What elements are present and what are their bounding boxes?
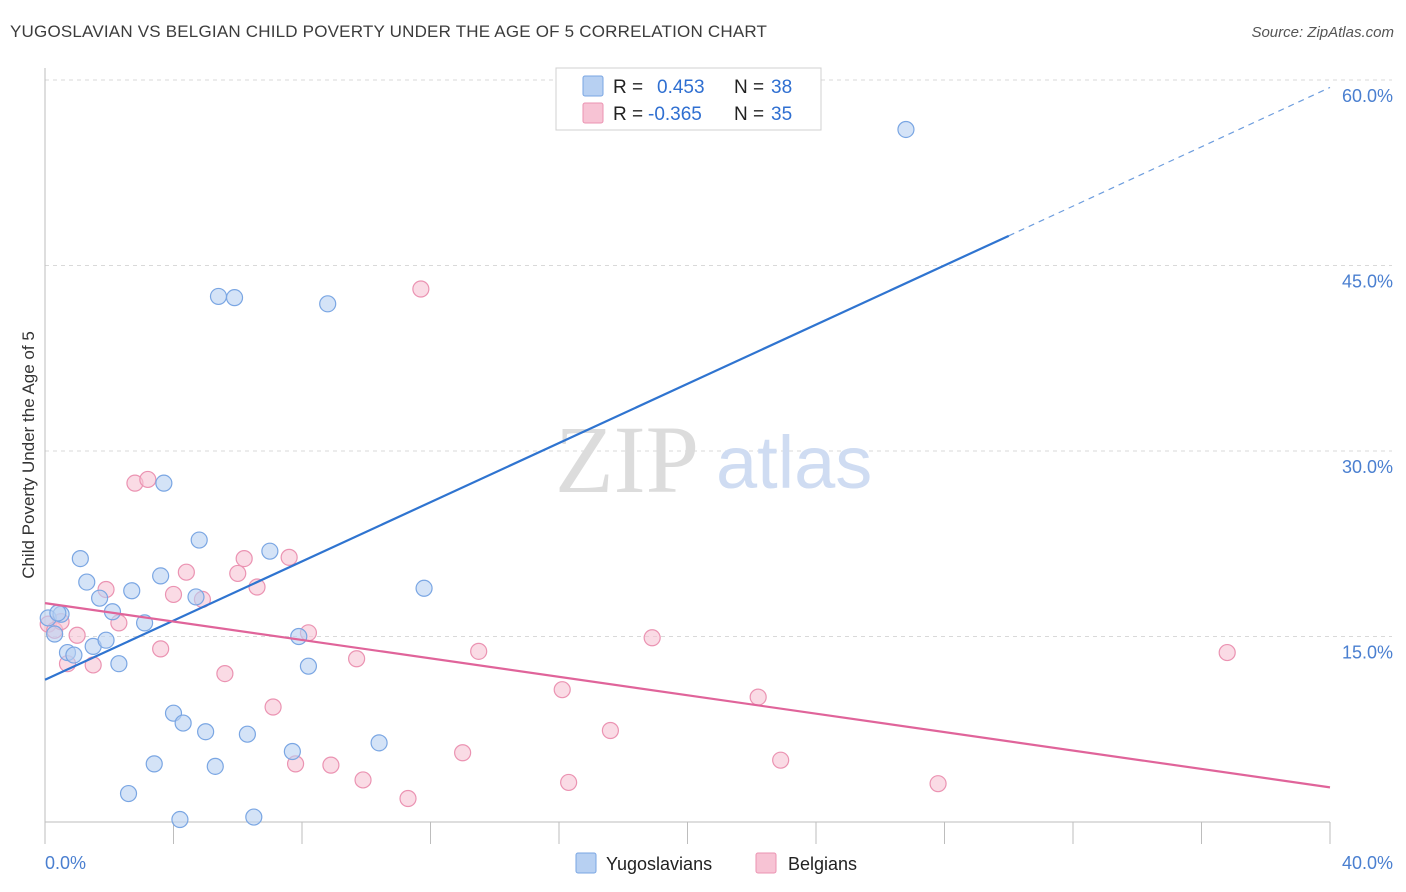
y-tick-label: 30.0% (1342, 457, 1393, 477)
yugoslavian-point (46, 625, 64, 643)
bottom-legend: Yugoslavians Belgians (575, 852, 857, 874)
bottom-legend-swatch-belgians (755, 852, 777, 874)
legend-n-value-2: 35 (771, 104, 792, 125)
yugoslavian-point (370, 734, 388, 752)
yugoslavian-point (65, 646, 83, 664)
yugoslavian-points (39, 120, 915, 829)
yugoslavian-point (290, 627, 308, 646)
yugoslavian-point (171, 810, 189, 829)
yugoslavian-point (197, 723, 215, 741)
y-tick-label: 45.0% (1342, 272, 1393, 292)
tick-labels: 15.0% 30.0% 45.0% 60.0% 0.0% 40.0% (45, 86, 1393, 873)
yugoslavian-trend-line (44, 234, 1010, 681)
x-tick-label: 0.0% (45, 853, 86, 873)
yugoslavian-point (71, 549, 89, 568)
belgian-point (601, 721, 620, 740)
belgian-point (772, 751, 790, 769)
belgian-point (177, 563, 195, 581)
belgian-point (280, 548, 298, 566)
yugoslavian-point (415, 579, 433, 597)
yugoslavian-point (110, 655, 128, 673)
belgian-point (235, 549, 253, 568)
belgian-point (139, 470, 157, 489)
belgian-trend-line (44, 602, 1331, 789)
belgian-point (354, 771, 372, 789)
watermark: ZIP atlas (555, 406, 872, 513)
y-tick-label: 60.0% (1342, 86, 1393, 106)
yugoslavian-point (174, 714, 192, 732)
yugoslavian-point (245, 808, 263, 826)
yugoslavian-point (78, 573, 96, 591)
watermark-zip: ZIP (555, 406, 699, 513)
bottom-legend-swatch-yugoslavians (575, 852, 597, 874)
gridlines (45, 79, 1392, 637)
belgian-point (643, 629, 661, 647)
yugoslavian-trend-extension (1008, 86, 1331, 237)
legend-r-label-2: R = (613, 104, 643, 125)
yugoslavian-point (155, 474, 173, 492)
chart-title: YUGOSLAVIAN VS BELGIAN CHILD POVERTY UND… (10, 22, 768, 41)
bottom-legend-label-belgians: Belgians (788, 854, 857, 874)
belgian-point (348, 650, 366, 668)
yugoslavian-point (97, 631, 115, 649)
yugoslavian-point (238, 725, 256, 743)
yugoslavian-point (119, 784, 138, 803)
yugoslavian-point (49, 604, 67, 622)
correlation-legend: R = 0.453 N = 38 R = -0.365 N = 35 (555, 67, 822, 131)
yugoslavian-point (91, 589, 109, 607)
y-axis-label: Child Poverty Under the Age of 5 (19, 331, 38, 579)
legend-r-label-1: R = (613, 77, 643, 98)
legend-r-value-1: 0.453 (657, 77, 705, 98)
legend-r-value-2: -0.365 (648, 104, 702, 125)
belgian-point (216, 664, 234, 683)
legend-n-value-1: 38 (771, 77, 792, 98)
belgian-point (929, 775, 947, 793)
belgian-point (560, 773, 578, 792)
yugoslavian-point (206, 757, 224, 775)
belgian-point (470, 642, 488, 660)
yugoslavian-point (152, 567, 170, 585)
watermark-atlas: atlas (716, 421, 872, 504)
y-tick-label: 15.0% (1342, 643, 1393, 663)
legend-swatch-belgians (582, 102, 604, 124)
legend-swatch-yugoslavians (582, 75, 604, 97)
legend-n-label-1: N = (734, 77, 764, 98)
yugoslavian-point (283, 742, 301, 761)
belgian-point (229, 564, 247, 583)
yugoslavian-point (145, 755, 163, 773)
trend-lines (44, 86, 1331, 789)
belgian-point (152, 640, 170, 658)
bottom-legend-label-yugoslavians: Yugoslavians (606, 854, 712, 874)
belgian-point (749, 688, 767, 706)
yugoslavian-point (897, 120, 915, 139)
belgian-point (399, 789, 417, 808)
yugoslavian-point (261, 542, 279, 560)
yugoslavian-point (299, 657, 318, 675)
belgian-point (412, 280, 430, 298)
belgian-point (68, 626, 86, 644)
yugoslavian-point (225, 289, 244, 307)
belgian-point (322, 756, 340, 774)
legend-n-label-2: N = (734, 104, 764, 125)
yugoslavian-point (187, 588, 205, 606)
x-tick-label: 40.0% (1342, 853, 1393, 873)
belgian-points (39, 280, 1236, 808)
belgian-point (264, 698, 282, 716)
belgian-point (454, 744, 472, 762)
yugoslavian-point (319, 295, 337, 313)
belgian-point (1218, 643, 1236, 662)
yugoslavian-point (209, 287, 228, 306)
chart-source: Source: ZipAtlas.com (1251, 24, 1394, 41)
belgian-point (553, 681, 571, 699)
yugoslavian-point (123, 582, 141, 600)
yugoslavian-point (190, 531, 208, 549)
belgian-point (164, 585, 183, 604)
